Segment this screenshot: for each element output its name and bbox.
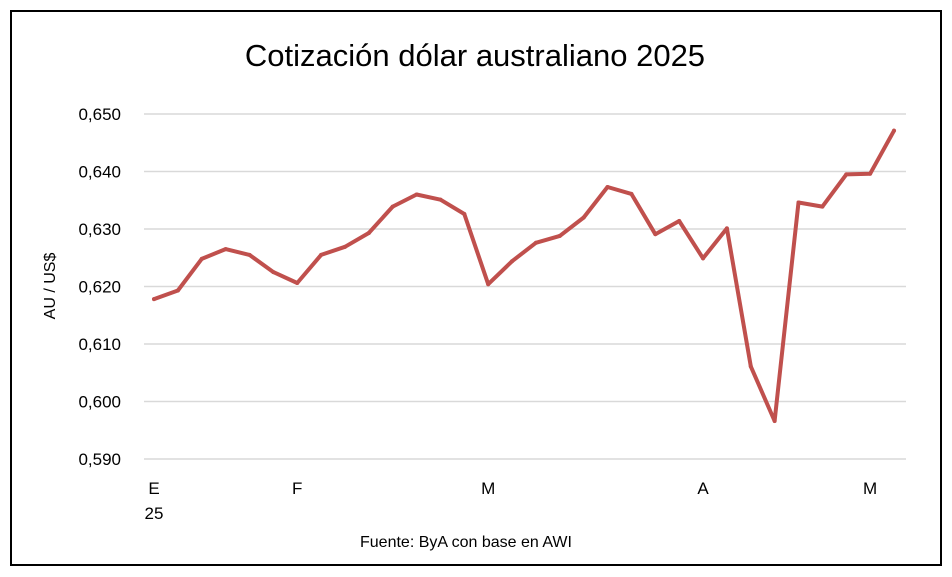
data-point [390,204,395,209]
series-line [152,128,896,423]
data-point [152,297,156,302]
data-point [366,231,371,236]
x-tick-label: A [697,479,709,498]
data-point [653,232,658,237]
data-point [175,288,180,293]
data-point [748,364,753,369]
y-tick-label: 0,610 [78,335,121,354]
data-point [868,171,873,176]
gridlines [144,113,906,460]
x-tick-label: M [481,479,495,498]
data-point [510,259,515,264]
data-point [892,128,896,133]
data-point [223,247,228,252]
x-tick-label: F [292,479,302,498]
data-point [772,419,777,424]
data-point [629,191,634,196]
y-tick-label: 0,640 [78,163,121,182]
data-point [438,197,443,202]
data-point [295,281,300,286]
data-point [486,282,491,287]
data-point [533,240,538,245]
data-point [462,212,467,217]
data-point [557,233,562,238]
x-tick-label: E [148,479,159,498]
data-point [844,172,849,177]
data-point [796,200,801,205]
data-point [581,215,586,220]
data-point [342,244,347,249]
x-axis-ticks: E 25 F M A M [145,479,878,523]
series-group [152,128,896,424]
y-tick-label: 0,650 [78,105,121,124]
chart-border [10,10,942,566]
data-point [271,270,276,275]
y-tick-label: 0,620 [78,278,121,297]
data-point [724,226,729,231]
x-tick-sublabel: 25 [145,504,164,523]
data-point [701,256,706,261]
y-axis-ticks: 0,590 0,600 0,610 0,620 0,630 0,640 0,650 [78,105,121,469]
data-point [820,204,825,209]
data-point [199,256,204,261]
y-tick-label: 0,590 [78,450,121,469]
chart-title: Cotización dólar australiano 2025 [245,38,705,73]
y-tick-label: 0,600 [78,393,121,412]
source-note: Fuente: ByA con base en AWI [360,534,572,551]
x-tick-label: M [863,479,877,498]
y-tick-label: 0,630 [78,220,121,239]
data-point [605,185,610,190]
data-point [247,252,252,257]
data-point [414,192,419,197]
data-point [319,252,324,257]
data-point [677,218,682,223]
y-axis-title: AU / US$ [42,253,59,320]
